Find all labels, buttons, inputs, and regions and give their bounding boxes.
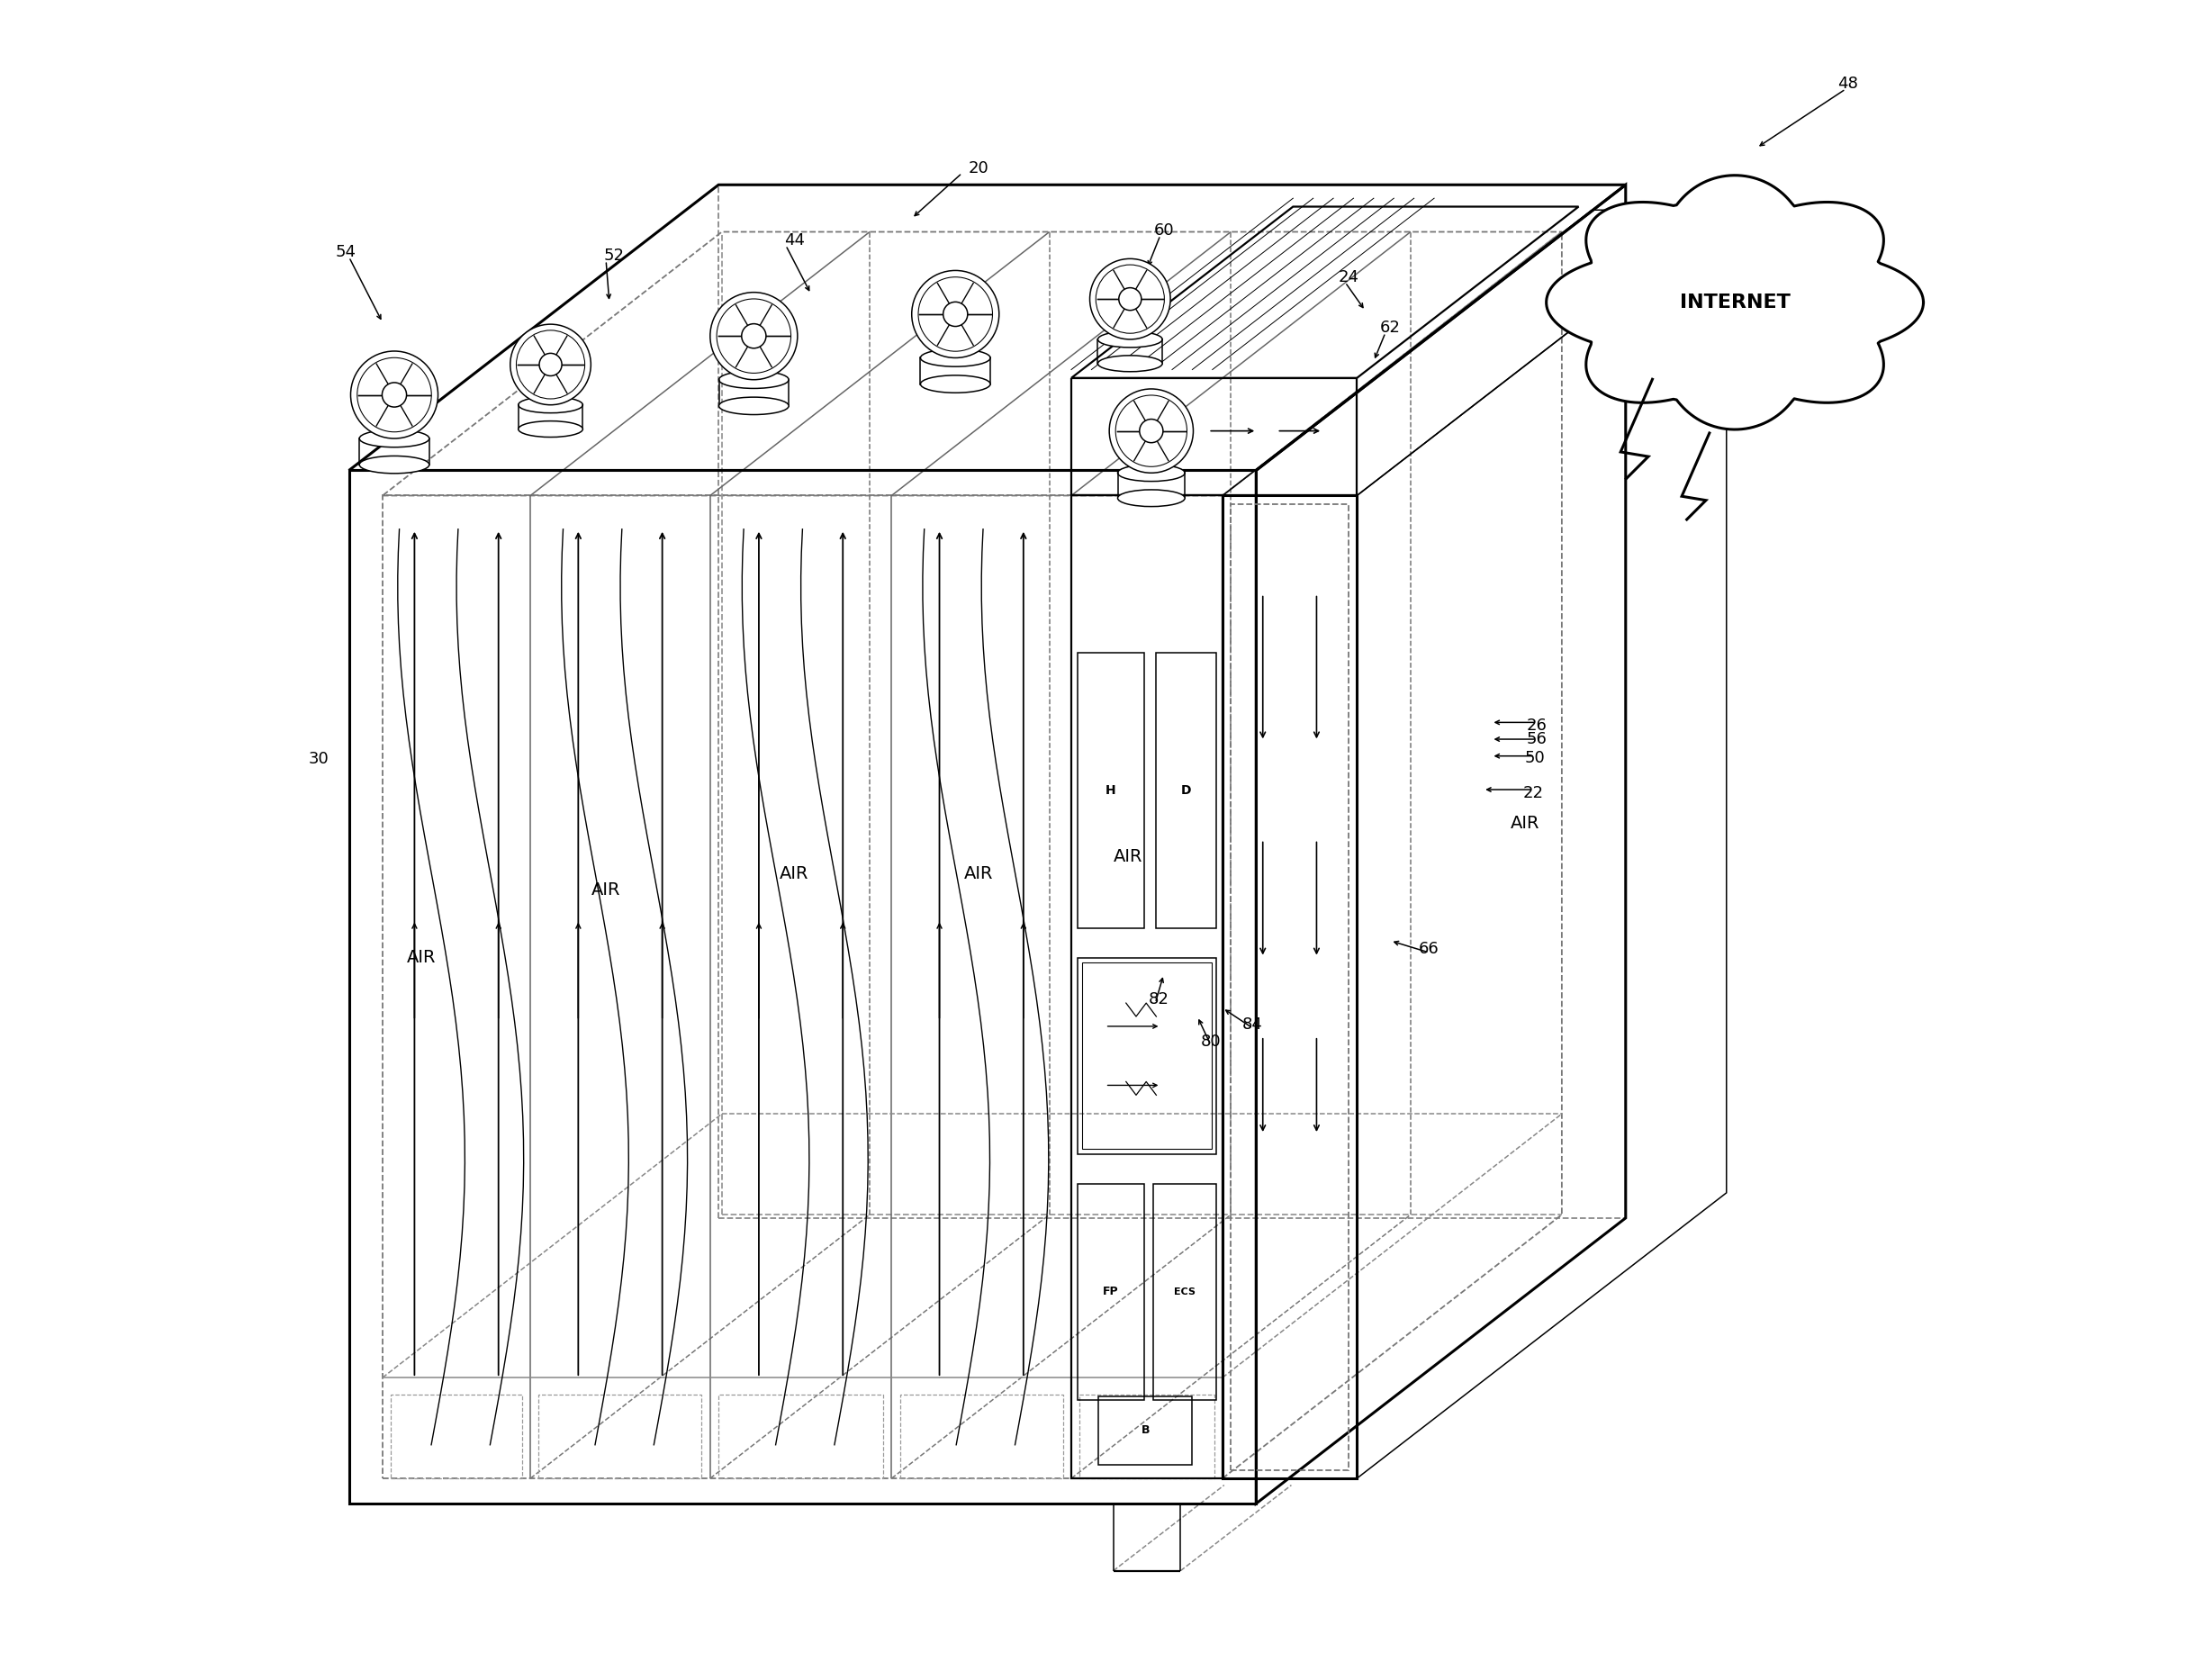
Ellipse shape <box>921 349 991 366</box>
Text: H: H <box>1105 785 1116 796</box>
Text: 26: 26 <box>1526 717 1546 734</box>
Circle shape <box>382 383 406 407</box>
Text: 48: 48 <box>1838 76 1857 92</box>
Bar <box>1156 654 1217 927</box>
Text: 60: 60 <box>1154 222 1173 239</box>
Circle shape <box>943 302 967 326</box>
Text: AIR: AIR <box>965 865 993 882</box>
Ellipse shape <box>360 430 430 447</box>
Text: 24: 24 <box>1338 269 1360 286</box>
Ellipse shape <box>1118 491 1184 507</box>
Ellipse shape <box>921 375 991 393</box>
Bar <box>1222 496 1357 1478</box>
Text: AIR: AIR <box>592 882 621 899</box>
Text: 22: 22 <box>1522 785 1544 801</box>
Text: D: D <box>1182 785 1191 796</box>
Circle shape <box>1110 390 1193 474</box>
Circle shape <box>351 351 439 438</box>
Text: FP: FP <box>1103 1285 1118 1297</box>
Text: 66: 66 <box>1419 941 1439 958</box>
Circle shape <box>741 324 765 348</box>
Circle shape <box>539 353 561 376</box>
Bar <box>1077 1183 1145 1399</box>
Bar <box>1154 1183 1217 1399</box>
Circle shape <box>1090 259 1171 339</box>
Text: 52: 52 <box>603 247 625 264</box>
Text: AIR: AIR <box>406 949 436 966</box>
Text: AIR: AIR <box>779 865 809 882</box>
Text: ECS: ECS <box>1173 1287 1195 1297</box>
Bar <box>719 1394 884 1478</box>
Ellipse shape <box>360 455 430 474</box>
Text: 54: 54 <box>336 244 355 260</box>
Circle shape <box>511 324 590 405</box>
Text: 62: 62 <box>1379 319 1401 336</box>
Text: B: B <box>1140 1425 1149 1436</box>
Text: 30: 30 <box>309 751 329 768</box>
Bar <box>1099 1396 1193 1465</box>
Bar <box>539 1394 702 1478</box>
Ellipse shape <box>1118 465 1184 482</box>
Text: 20: 20 <box>969 160 989 176</box>
Circle shape <box>1118 287 1140 311</box>
Ellipse shape <box>719 396 789 415</box>
Circle shape <box>912 270 1000 358</box>
Text: 50: 50 <box>1524 749 1546 766</box>
Text: AIR: AIR <box>1114 848 1143 865</box>
Bar <box>1072 496 1222 1478</box>
Text: INTERNET: INTERNET <box>1680 294 1789 311</box>
Circle shape <box>1140 420 1162 444</box>
Ellipse shape <box>518 396 583 413</box>
Bar <box>1083 963 1211 1149</box>
Polygon shape <box>1546 175 1923 430</box>
Text: 82: 82 <box>1149 991 1169 1008</box>
Text: 84: 84 <box>1243 1016 1263 1033</box>
Bar <box>1230 504 1349 1470</box>
Circle shape <box>711 292 798 380</box>
Text: 56: 56 <box>1526 731 1546 748</box>
Text: 80: 80 <box>1200 1033 1222 1050</box>
Ellipse shape <box>1099 356 1162 371</box>
Ellipse shape <box>719 371 789 388</box>
Bar <box>899 1394 1064 1478</box>
Ellipse shape <box>1099 331 1162 348</box>
Bar <box>1077 654 1145 927</box>
Ellipse shape <box>518 422 583 437</box>
Bar <box>1079 1394 1215 1478</box>
Text: AIR: AIR <box>1511 815 1539 832</box>
Text: 44: 44 <box>783 232 805 249</box>
Bar <box>1077 958 1217 1154</box>
Bar <box>390 1394 522 1478</box>
